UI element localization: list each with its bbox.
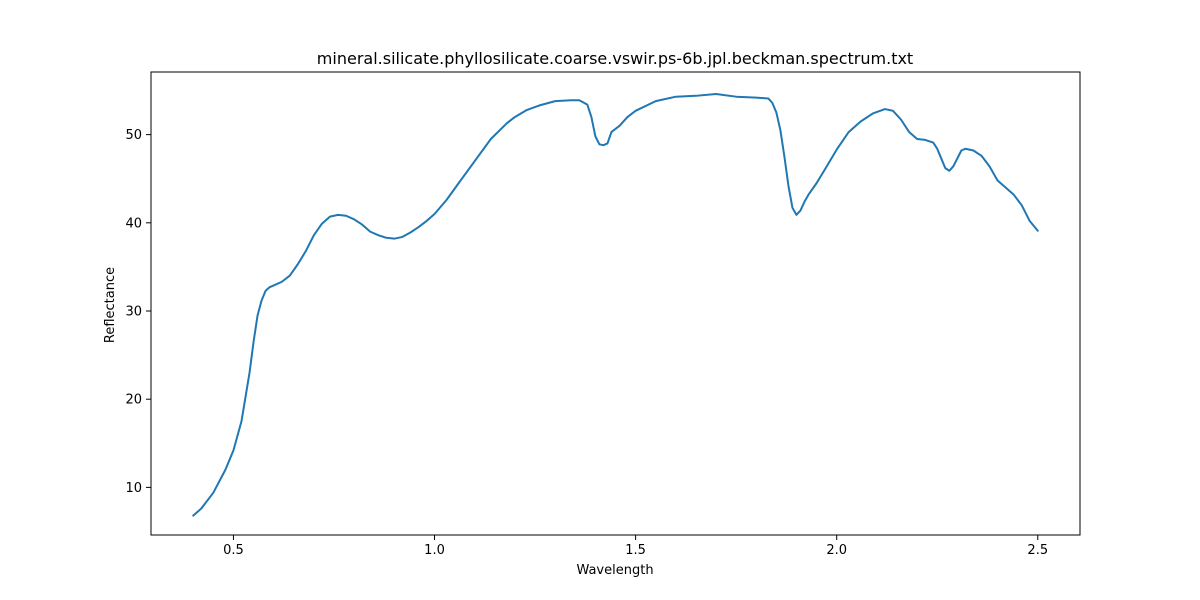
axes: 0.5 1.0 1.5 2.0 2.5 10 20 30 40 50 — [125, 71, 1081, 558]
series-line-0 — [192, 93, 1039, 517]
y-tick-label: 20 — [125, 393, 142, 408]
y-tick-label: 10 — [125, 481, 142, 496]
plot-area — [192, 93, 1039, 517]
chart-title: mineral.silicate.phyllosilicate.coarse.v… — [317, 49, 913, 68]
y-tick-label: 40 — [125, 216, 142, 231]
x-tick-label: 0.5 — [223, 543, 244, 558]
y-tick-label: 30 — [125, 304, 142, 319]
y-axis-label: Reflectance — [103, 267, 118, 343]
x-tick-label: 1.0 — [424, 543, 445, 558]
x-tick-label: 1.5 — [625, 543, 646, 558]
x-tick-label: 2.5 — [1027, 543, 1048, 558]
axes-frame — [150, 71, 1081, 536]
x-axis-label: Wavelength — [576, 563, 653, 578]
x-tick-label: 2.0 — [826, 543, 847, 558]
y-tick-label: 50 — [125, 128, 142, 143]
